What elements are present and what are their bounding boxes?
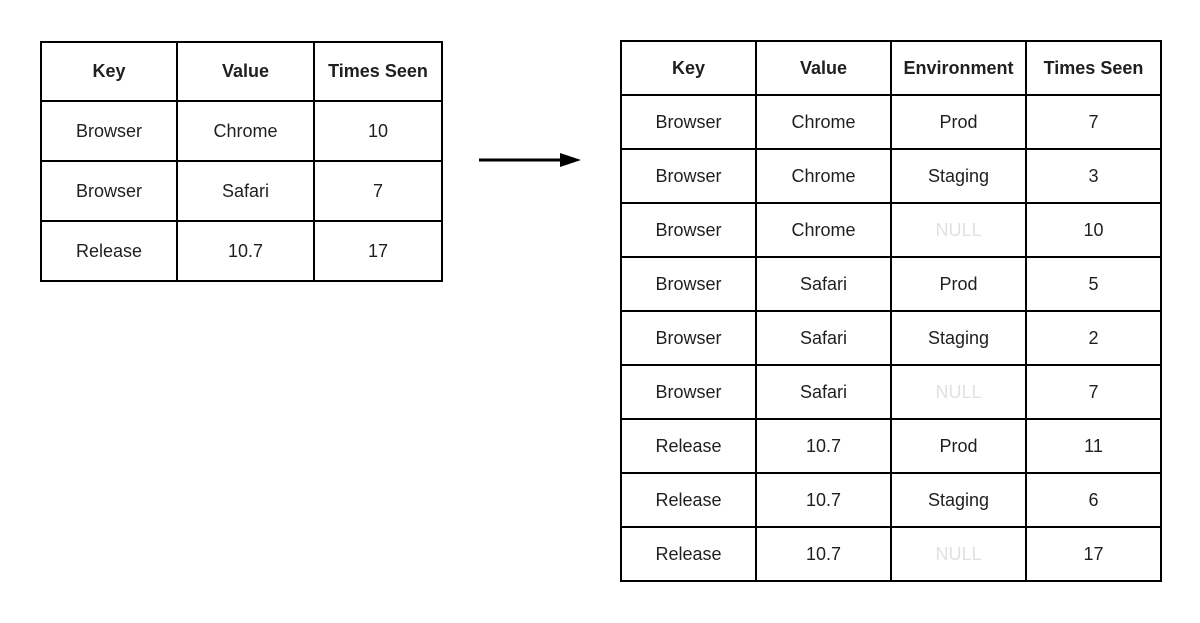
table-cell: Release: [40, 220, 178, 282]
table-cell: NULL: [890, 526, 1027, 582]
table-cell: 10.7: [176, 220, 315, 282]
table-cell: 7: [1025, 94, 1162, 150]
table-cell: Safari: [755, 310, 892, 366]
table-row: Browser Safari Staging 2: [620, 310, 1162, 366]
table-cell: Chrome: [755, 202, 892, 258]
table-cell: Safari: [176, 160, 315, 222]
column-header: Key: [40, 41, 178, 102]
table-row: Release 10.7 17: [40, 220, 443, 282]
table-cell: Browser: [40, 100, 178, 162]
table-cell: Browser: [620, 364, 757, 420]
table-cell: 11: [1025, 418, 1162, 474]
table-cell: Safari: [755, 364, 892, 420]
table-row: Release 10.7 NULL 17: [620, 526, 1162, 582]
table-cell: 7: [313, 160, 443, 222]
table-cell: Staging: [890, 148, 1027, 204]
column-header: Environment: [890, 40, 1027, 96]
source-table: Key Value Times Seen Browser Chrome 10 Browser…: [40, 41, 443, 282]
table-row: Browser Chrome NULL 10: [620, 202, 1162, 258]
table-row: Browser Chrome Staging 3: [620, 148, 1162, 204]
table-cell: Staging: [890, 472, 1027, 528]
table-row: Browser Safari Prod 5: [620, 256, 1162, 312]
header-row: Key Value Environment Times Seen: [620, 40, 1162, 96]
table-cell: Prod: [890, 94, 1027, 150]
table-cell: Chrome: [755, 94, 892, 150]
table-row: Browser Chrome Prod 7: [620, 94, 1162, 150]
result-table: Key Value Environment Times Seen Browser Chro…: [620, 40, 1162, 582]
table-cell: Safari: [755, 256, 892, 312]
table-cell: Chrome: [755, 148, 892, 204]
table-row: Release 10.7 Prod 11: [620, 418, 1162, 474]
table-cell: 17: [1025, 526, 1162, 582]
table-cell: Browser: [620, 94, 757, 150]
column-header: Value: [755, 40, 892, 96]
table-cell: 17: [313, 220, 443, 282]
column-header: Times Seen: [1025, 40, 1162, 96]
table-cell: Prod: [890, 418, 1027, 474]
table-cell: 5: [1025, 256, 1162, 312]
column-header: Times Seen: [313, 41, 443, 102]
table-cell: 10: [313, 100, 443, 162]
table-row: Browser Chrome 10: [40, 100, 443, 162]
table-cell: Browser: [620, 256, 757, 312]
table-row: Release 10.7 Staging 6: [620, 472, 1162, 528]
table-cell: 2: [1025, 310, 1162, 366]
table-cell: Browser: [620, 310, 757, 366]
table-cell: 10.7: [755, 418, 892, 474]
table-cell: Browser: [40, 160, 178, 222]
table-cell: NULL: [890, 364, 1027, 420]
table-cell: Browser: [620, 202, 757, 258]
table-row: Browser Safari 7: [40, 160, 443, 222]
table-cell: Prod: [890, 256, 1027, 312]
table-cell: Release: [620, 418, 757, 474]
table-cell: 10: [1025, 202, 1162, 258]
header-row: Key Value Times Seen: [40, 41, 443, 102]
column-header: Key: [620, 40, 757, 96]
table-cell: 10.7: [755, 472, 892, 528]
table-cell: 3: [1025, 148, 1162, 204]
table-cell: Chrome: [176, 100, 315, 162]
column-header: Value: [176, 41, 315, 102]
table-cell: Release: [620, 472, 757, 528]
table-row: Browser Safari NULL 7: [620, 364, 1162, 420]
table-cell: Release: [620, 526, 757, 582]
table-cell: 10.7: [755, 526, 892, 582]
table-cell: Staging: [890, 310, 1027, 366]
table-cell: 6: [1025, 472, 1162, 528]
table-cell: NULL: [890, 202, 1027, 258]
table-cell: Browser: [620, 148, 757, 204]
table-cell: 7: [1025, 364, 1162, 420]
arrow-right-icon: [479, 153, 581, 167]
